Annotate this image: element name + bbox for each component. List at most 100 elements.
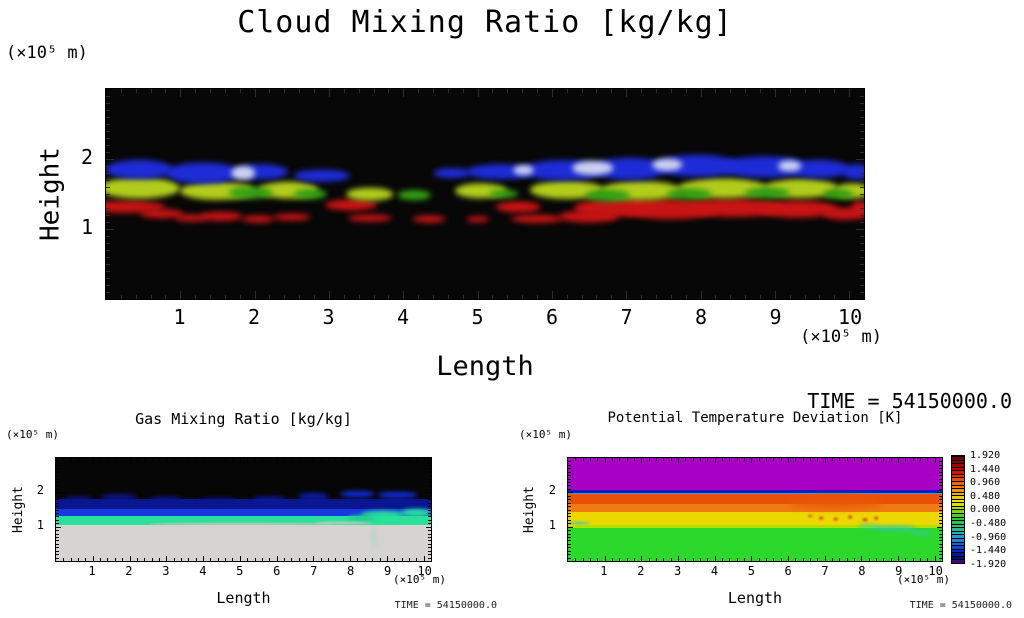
tick-mark [714,556,716,561]
tick-mark [568,533,571,535]
tick-mark [107,458,109,461]
tick-mark [890,558,892,561]
tick-mark [641,89,643,93]
theta-panel-title: Potential Temperature Deviation [K] [607,410,903,426]
tick-mark [809,558,811,561]
tick-mark [350,556,352,561]
tick-mark [939,554,942,556]
tick-mark [462,89,464,93]
tick-mark [106,123,110,125]
tick-mark [129,458,131,463]
color-band [56,458,431,500]
tick-mark [313,458,315,463]
colorbar-tick-label: -0.960 [970,531,1007,543]
cloud-blob [559,210,619,222]
tick-mark [106,243,110,244]
tick-mark [306,458,307,461]
tick-mark [568,478,571,480]
tick-mark [364,558,366,561]
tick-mark [575,558,577,561]
tick-mark [927,458,929,461]
tick-mark [320,558,322,561]
tick-mark [158,558,160,561]
tick-mark [254,458,256,461]
tick-mark [106,292,110,293]
colorbar-tick-label: 1.440 [970,463,1001,475]
tick-mark [106,249,110,251]
tick-mark [700,291,702,299]
wisp-blob [857,524,880,528]
tick-mark [611,295,613,299]
wisp-blob [862,518,868,522]
colorbar-segment [952,480,964,485]
tick-mark [700,558,701,561]
color-band [568,492,942,495]
tick-mark [939,488,942,490]
tick-mark [832,458,833,461]
tick-mark [604,458,606,463]
tick-mark [824,458,826,463]
y-axis-unit-label: (×10⁵ m) [6,43,88,63]
tick-mark [173,458,175,461]
tick-mark [729,458,731,461]
cloud-blob [228,186,274,199]
y-axis-label: Height [35,147,66,241]
cloud-blob [241,215,275,222]
tick-mark [56,509,59,511]
tick-mark [106,110,110,111]
wisp-blob [361,510,406,519]
tick-mark [106,180,110,181]
tick-mark [860,243,864,244]
colorbar-segment [952,484,964,489]
y-tick-label: 1 [548,518,556,533]
wisp-blob [298,493,329,500]
tick-mark [63,558,65,561]
tick-mark [939,536,942,538]
tick-mark [106,222,110,223]
tick-mark [860,292,864,293]
cloud-blob [466,216,489,222]
tick-mark [217,558,219,561]
tick-mark [655,89,657,93]
tick-mark [766,558,767,561]
tick-mark [56,554,59,556]
colorbar-segment [952,495,964,499]
colorbar-segment [952,477,964,481]
tick-mark [939,533,942,535]
tick-mark [428,523,431,525]
tick-mark [773,558,775,561]
tick-mark [568,488,571,490]
time-stamp-small: TIME = 54150000.0 [394,600,497,611]
colorbar-segment [952,541,964,546]
tick-mark [854,558,855,561]
tick-mark [56,461,59,463]
tick-mark [939,471,942,473]
tick-mark [314,89,316,93]
tick-mark [56,557,59,559]
colorbar-segment [952,463,964,467]
tick-mark [373,295,375,299]
tick-mark [759,295,761,299]
tick-mark [418,295,420,299]
tick-mark [428,509,431,511]
tick-mark [568,540,571,542]
tick-mark [416,458,418,461]
tick-mark [568,536,571,538]
tick-mark [120,89,122,93]
tick-mark [551,89,553,97]
tick-mark [114,458,116,461]
x-tick-label: 3 [673,564,682,578]
tick-mark [78,458,80,461]
tick-mark [328,89,330,97]
colorbar-segment [952,537,964,542]
tick-mark [428,495,431,497]
tick-mark [343,89,345,93]
tick-mark [106,285,110,286]
tick-mark [492,89,494,93]
tick-mark [641,556,643,561]
tick-mark [428,475,431,477]
tick-mark [939,461,942,463]
tick-mark [537,295,539,299]
tick-mark [920,458,921,461]
cloud-blob [585,189,630,201]
